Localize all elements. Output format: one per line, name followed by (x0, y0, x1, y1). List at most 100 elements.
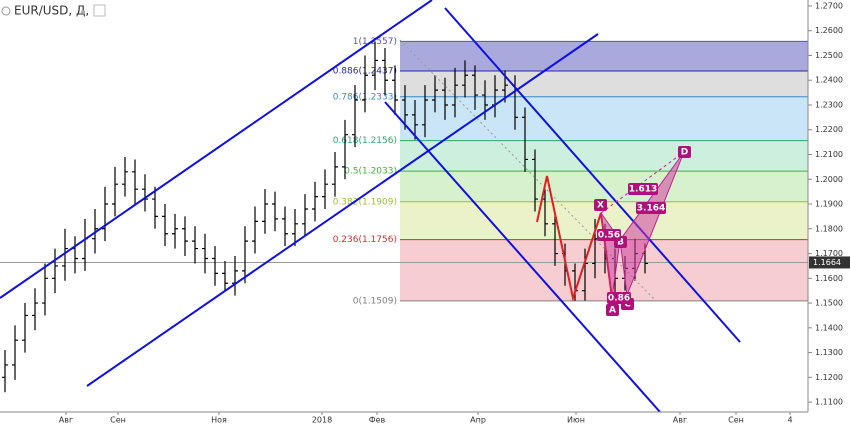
ohlc-bar (532, 149, 538, 212)
symbol-icon (1, 6, 11, 16)
channel-line (444, 7, 741, 343)
point-label: A (609, 306, 616, 316)
ohlc-bar (392, 65, 398, 115)
ohlc-bar (402, 85, 408, 130)
ohlc-bar (172, 213, 178, 249)
ohlc-bar (62, 228, 68, 281)
point-label: B (617, 238, 624, 248)
y-tick-label: 1.2200 (815, 125, 843, 134)
y-tick-label: 1.1700 (815, 249, 843, 258)
ohlc-bar (12, 325, 18, 380)
label-box (636, 202, 666, 214)
fib-label: 0.382(1.1909) (333, 197, 397, 207)
x-tick-label: Апр (470, 416, 486, 425)
ratio-label: 0.86 (608, 294, 630, 304)
fib-trend (399, 39, 656, 301)
ohlc-bar (142, 174, 148, 212)
ohlc-bar (352, 85, 358, 148)
ohlc-bar (292, 208, 298, 247)
y-tick-label: 1.1200 (815, 373, 843, 382)
ohlc-bar (322, 169, 328, 209)
pattern-labels: X A B C D 0.56 0.86 1.613 3.164 (594, 146, 691, 316)
ohlc-bar (22, 303, 28, 353)
axes: 1.1100 1.1200 1.1300 1.1400 1.1500 1.1600 1.17… (59, 1, 850, 425)
ratio-label: 3.164 (637, 204, 665, 214)
label-box (594, 199, 607, 211)
y-tick-label: 1.2700 (815, 1, 843, 10)
ohlc-bar (192, 226, 198, 264)
fib-label: 0.236(1.1756) (333, 235, 397, 245)
point-label: C (624, 300, 631, 310)
y-tick-label: 1.1100 (815, 398, 843, 407)
y-tick-label: 1.2600 (815, 26, 843, 35)
ohlc-bar (332, 152, 338, 197)
x-tick-label: Фев (369, 416, 386, 425)
ohlc-bar (272, 191, 278, 232)
ohlc-bar (342, 119, 348, 180)
x-tick-label: 4 (787, 416, 792, 425)
ratio-label: 1.613 (629, 185, 657, 195)
y-tick-label: 1.1400 (815, 323, 843, 332)
ohlc-bar (242, 226, 248, 284)
ohlc-bar (252, 206, 258, 254)
ohlc-bar (132, 159, 138, 205)
x-tick-label: Сен (110, 416, 126, 425)
label-box (607, 292, 631, 304)
channel-line (86, 33, 599, 387)
x-tick-label: Авг (673, 416, 687, 425)
ohlc-bar (42, 263, 48, 316)
ohlc-bar (372, 41, 378, 91)
time-axis-bg (0, 412, 808, 426)
ohlc-bar (262, 189, 268, 234)
ohlc-bar (162, 204, 168, 247)
pattern-bcd (619, 151, 685, 297)
point-label: X (597, 201, 604, 211)
point-label: D (681, 148, 688, 158)
price-bars (2, 41, 648, 393)
price-axis-bg (808, 0, 850, 426)
ohlc-bar (2, 350, 8, 393)
channel-line (384, 101, 661, 413)
x-tick-label: Июн (567, 416, 585, 425)
fib-band (400, 239, 808, 301)
ohlc-bar (302, 194, 308, 237)
ohlc-bar (472, 65, 478, 110)
fib-band (400, 71, 808, 97)
label-box (597, 229, 621, 241)
ohlc-bar (482, 80, 488, 120)
y-tick-label: 1.1900 (815, 200, 843, 209)
ohlc-bar (412, 100, 418, 140)
ohlc-bar (522, 107, 528, 172)
ohlc-bar (552, 213, 558, 266)
x-tick-label: 2018 (312, 416, 332, 425)
y-tick-label: 1.1800 (815, 224, 843, 233)
y-tick-label: 1.2500 (815, 51, 843, 60)
last-price-box (809, 256, 850, 269)
ohlc-bar (202, 233, 208, 274)
status-dot (81, 10, 85, 14)
y-tick-label: 1.1500 (815, 299, 843, 308)
y-tick-label: 1.1300 (815, 348, 843, 357)
label-box (628, 183, 658, 195)
ohlc-bar (182, 216, 188, 257)
x-tick-label: Сен (728, 416, 744, 425)
fib-label: 0.5(1.2033) (344, 167, 397, 177)
y-tick-label: 1.2100 (815, 150, 843, 159)
ohlc-bar (382, 48, 388, 96)
ohlc-bar (122, 156, 128, 197)
toggle-icon[interactable] (93, 4, 106, 17)
ohlc-bar (152, 186, 158, 229)
ohlc-bar (102, 186, 108, 242)
header-bg (0, 2, 110, 20)
ohlc-bar (222, 260, 228, 291)
ohlc-bar (442, 77, 448, 120)
x-tick-label: Авг (59, 416, 73, 425)
y-tick-label: 1.2300 (815, 100, 843, 109)
x-tick-label: Ноя (211, 416, 227, 425)
y-tick-label: 1.1600 (815, 274, 843, 283)
y-tick-label: 1.2000 (815, 175, 843, 184)
y-tick-label: 1.2400 (815, 76, 843, 85)
pattern-xd (600, 151, 685, 214)
ohlc-bar (52, 248, 58, 294)
